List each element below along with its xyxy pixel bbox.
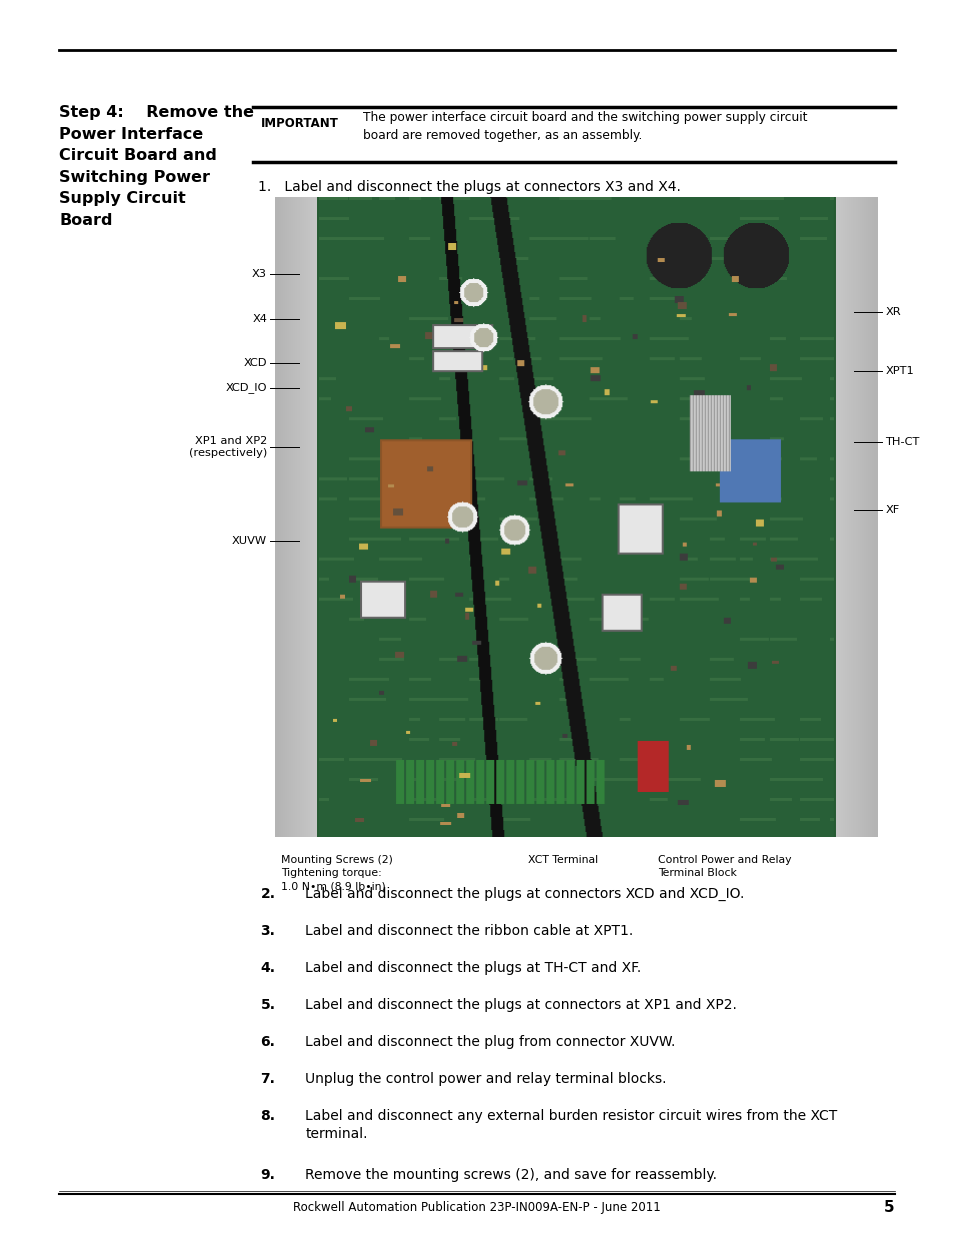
Text: XP1 and XP2
(respectively): XP1 and XP2 (respectively) bbox=[189, 436, 267, 458]
Text: 9.: 9. bbox=[260, 1168, 275, 1182]
Text: Step 4:    Remove the
Power Interface
Circuit Board and
Switching Power
Supply C: Step 4: Remove the Power Interface Circu… bbox=[59, 105, 253, 228]
Text: XCD: XCD bbox=[243, 358, 267, 368]
Text: Unplug the control power and relay terminal blocks.: Unplug the control power and relay termi… bbox=[305, 1072, 666, 1086]
Text: 7.: 7. bbox=[260, 1072, 275, 1086]
Text: X3: X3 bbox=[252, 269, 267, 279]
Text: The power interface circuit board and the switching power supply circuit
board a: The power interface circuit board and th… bbox=[362, 111, 806, 142]
Text: Label and disconnect the plugs at TH-CT and XF.: Label and disconnect the plugs at TH-CT … bbox=[305, 961, 640, 974]
Text: TH-CT: TH-CT bbox=[884, 437, 919, 447]
Text: Mounting Screws (2)
Tightening torque:
1.0 N•m (8.9 lb•in): Mounting Screws (2) Tightening torque: 1… bbox=[281, 855, 393, 890]
Text: XCT Terminal: XCT Terminal bbox=[527, 855, 598, 864]
Text: 2.: 2. bbox=[260, 887, 275, 900]
Text: Label and disconnect the plugs at connectors at XP1 and XP2.: Label and disconnect the plugs at connec… bbox=[305, 998, 737, 1011]
Text: 1.   Label and disconnect the plugs at connectors X3 and X4.: 1. Label and disconnect the plugs at con… bbox=[257, 180, 679, 194]
Text: 8.: 8. bbox=[260, 1109, 275, 1123]
Text: Control Power and Relay
Terminal Block: Control Power and Relay Terminal Block bbox=[658, 855, 791, 878]
Text: 5.: 5. bbox=[260, 998, 275, 1011]
Text: 5: 5 bbox=[883, 1200, 894, 1215]
Text: Rockwell Automation Publication 23P-IN009A-EN-P - June 2011: Rockwell Automation Publication 23P-IN00… bbox=[293, 1202, 660, 1214]
Text: Label and disconnect the plug from connector XUVW.: Label and disconnect the plug from conne… bbox=[305, 1035, 675, 1049]
Text: XF: XF bbox=[884, 505, 899, 515]
Text: XUVW: XUVW bbox=[232, 536, 267, 546]
Text: 3.: 3. bbox=[260, 924, 275, 937]
Text: Label and disconnect the plugs at connectors XCD and XCD_IO.: Label and disconnect the plugs at connec… bbox=[305, 887, 744, 900]
Text: 6.: 6. bbox=[260, 1035, 275, 1049]
Text: 4.: 4. bbox=[260, 961, 275, 974]
Text: XR: XR bbox=[884, 308, 900, 317]
Text: X4: X4 bbox=[252, 314, 267, 324]
Text: Label and disconnect the ribbon cable at XPT1.: Label and disconnect the ribbon cable at… bbox=[305, 924, 633, 937]
Text: Label and disconnect any external burden resistor circuit wires from the XCT
ter: Label and disconnect any external burden… bbox=[305, 1109, 837, 1141]
Text: IMPORTANT: IMPORTANT bbox=[260, 117, 338, 130]
Text: XCD_IO: XCD_IO bbox=[225, 383, 267, 393]
Text: XPT1: XPT1 bbox=[884, 366, 913, 375]
Text: Remove the mounting screws (2), and save for reassembly.: Remove the mounting screws (2), and save… bbox=[305, 1168, 717, 1182]
